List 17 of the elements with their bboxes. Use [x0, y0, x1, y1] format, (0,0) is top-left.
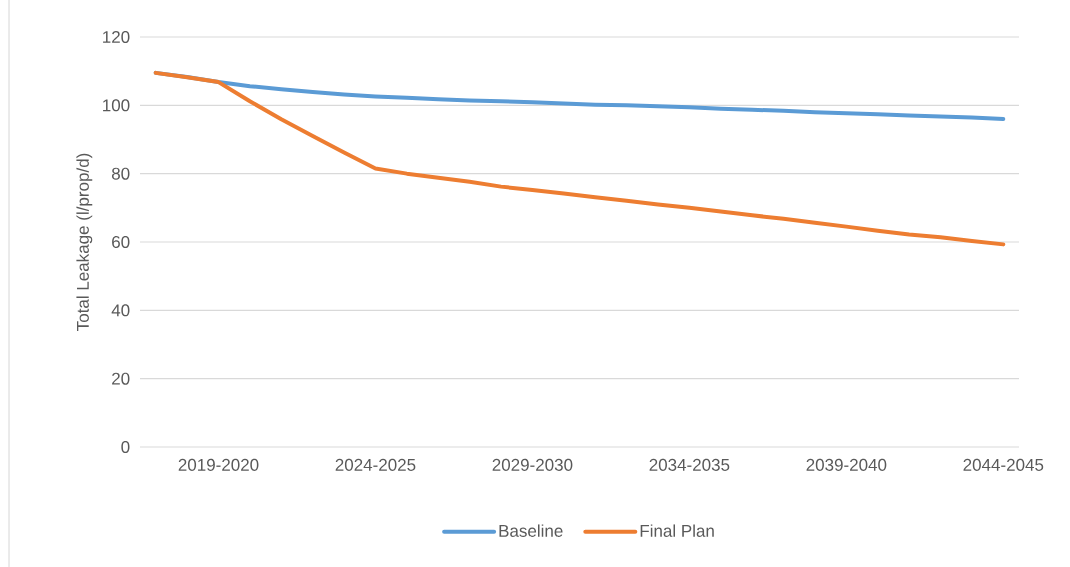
legend-label: Final Plan: [640, 524, 714, 537]
y-tick-label: 80: [111, 167, 130, 180]
x-tick-label: 2019-2020: [178, 458, 259, 471]
x-tick-label: 2029-2030: [492, 458, 573, 471]
y-tick-label: 120: [103, 30, 130, 44]
y-tick-label: 60: [112, 235, 130, 249]
legend-label: Baseline: [499, 524, 563, 537]
x-tick-label: 2034-2035: [649, 458, 730, 471]
line-series: [153, 70, 1006, 247]
y-tick-label: 0: [121, 440, 130, 454]
y-axis-title: Total Leakage (l/prop/d): [76, 153, 93, 331]
x-tick-label: 2044-2045: [963, 458, 1044, 471]
y-tick-label: 40: [111, 304, 130, 317]
x-tick-label: 2024-2025: [335, 458, 416, 471]
x-tick-label: 2039-2040: [806, 458, 887, 471]
y-tick-label: 100: [103, 99, 130, 112]
y-tick-label: 20: [112, 372, 130, 385]
